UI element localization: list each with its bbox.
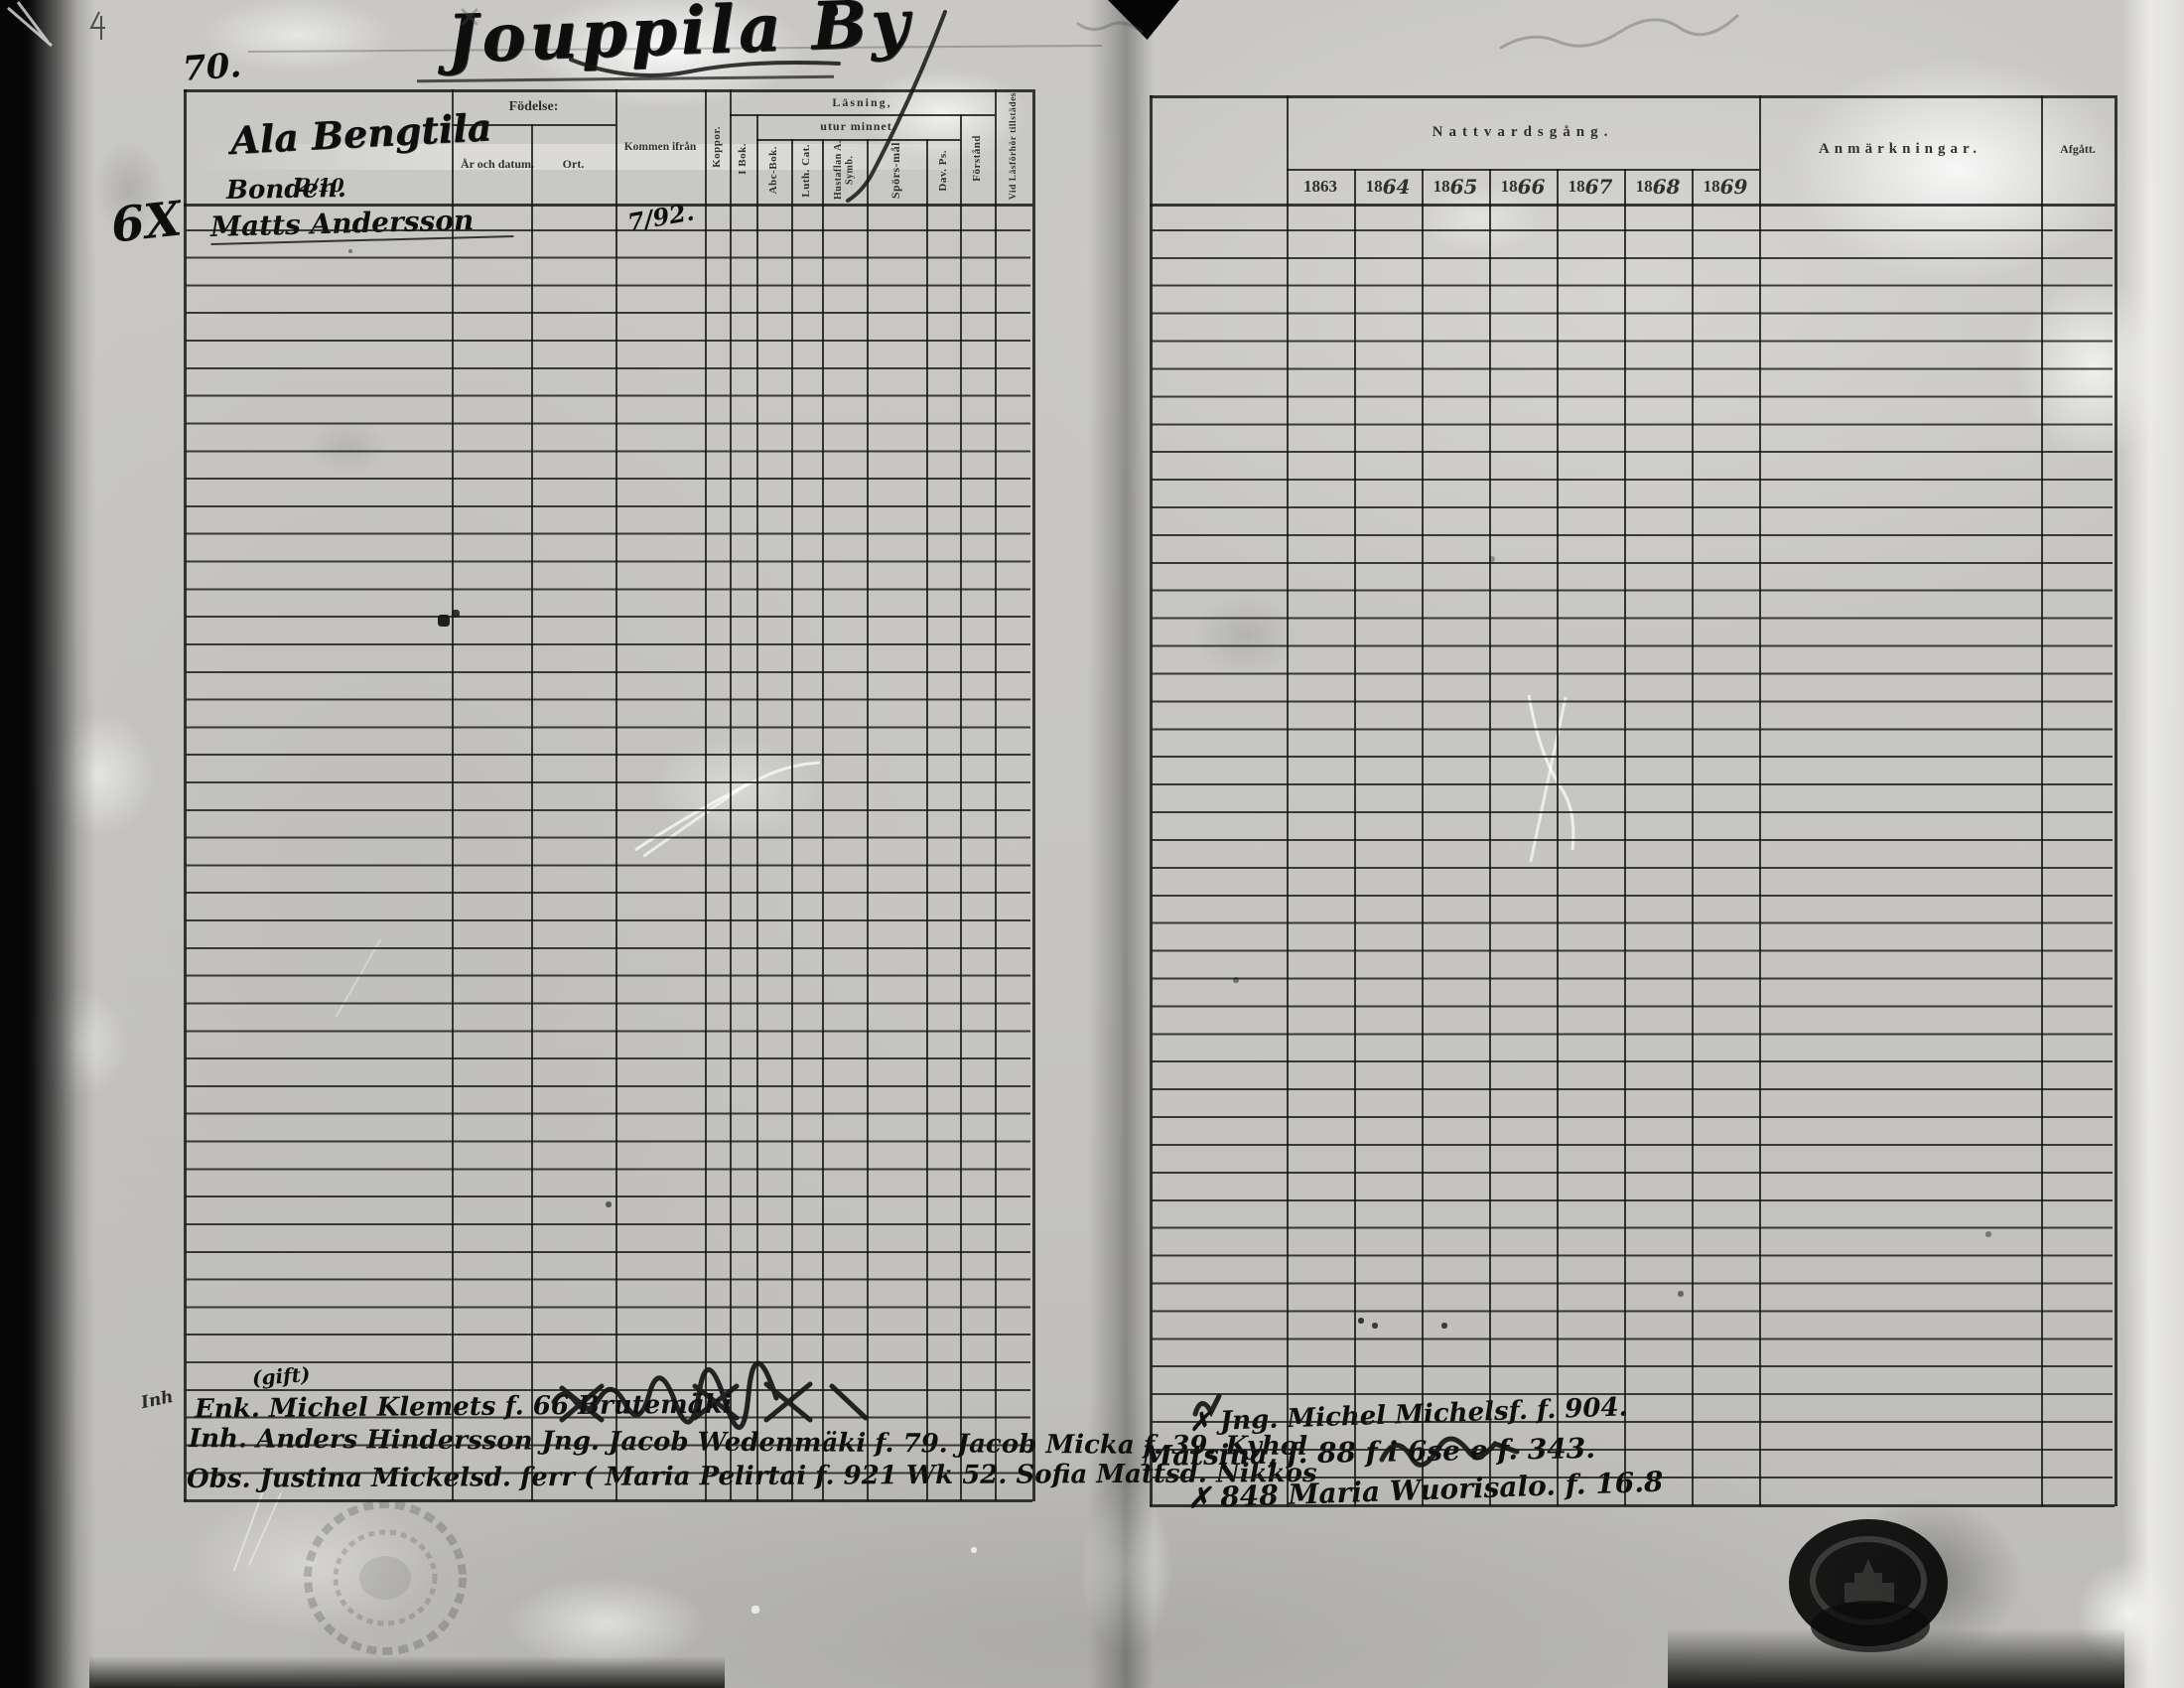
grid-line	[1287, 95, 1289, 1506]
year-prefix: 18	[1568, 176, 1585, 196]
grid-line	[184, 89, 187, 1501]
page-fold-shadow	[1088, 0, 1154, 1688]
year-cell-1865: 18 65	[1422, 169, 1489, 204]
header-anmarkningar: Anmärkningar.	[1759, 95, 2041, 204]
year-cell-1864: 18 64	[1354, 169, 1422, 204]
year-suffix: 67	[1584, 174, 1613, 199]
grid-line	[960, 114, 962, 1501]
grid-line	[756, 114, 758, 1501]
faint-round-stamp-icon	[304, 1500, 467, 1655]
header-nattvardsgang: Nattvardsgång.	[1287, 97, 1759, 167]
header-ort-label: Ort.	[562, 156, 585, 171]
year-prefix: 18	[1433, 176, 1450, 196]
year-prefix: 18	[1703, 176, 1720, 196]
grid-line	[2041, 95, 2043, 1506]
year-suffix: 68	[1652, 174, 1681, 199]
year-prefix: 18	[1365, 176, 1383, 196]
grid-line	[1489, 169, 1491, 1506]
grid-line	[1150, 95, 1153, 1506]
grid-line	[452, 124, 615, 126]
year-cell-1868: 18 68	[1624, 169, 1692, 204]
page-edge	[2122, 0, 2184, 1688]
grid-line	[1354, 169, 1356, 1506]
grid-line	[867, 139, 869, 1501]
year-cell-1863: 18 63	[1287, 169, 1354, 204]
year-suffix: 69	[1719, 174, 1748, 199]
grid-line	[2115, 95, 2117, 1506]
header-nattvardsgang-label: Nattvardsgång.	[1432, 123, 1614, 140]
year-cell-1869: 18 69	[1692, 169, 1759, 204]
year-suffix: 63	[1320, 176, 1337, 196]
grid-line	[995, 89, 997, 1501]
grid-line	[1557, 169, 1559, 1506]
grid-line	[1692, 169, 1694, 1506]
year-prefix: 18	[1635, 176, 1653, 196]
grid-line	[184, 89, 1032, 92]
dark-seal-stamp-icon	[1789, 1519, 1948, 1652]
grid-line	[822, 139, 824, 1501]
year-cell-1867: 18 67	[1557, 169, 1624, 204]
grid-line	[1624, 169, 1626, 1506]
header-utur-minnet-label: utur minnet.	[820, 119, 896, 133]
grid-line	[791, 139, 793, 1501]
grid-line	[531, 124, 533, 1501]
header-anmarkningar-label: Anmärkningar.	[1818, 141, 1982, 157]
grid-line	[615, 89, 617, 1501]
grid-line	[730, 89, 732, 1501]
year-suffix: 66	[1517, 174, 1546, 199]
header-ort: Ort.	[531, 126, 615, 202]
farm-fraction: 2/10	[298, 175, 344, 197]
grid-line	[1032, 89, 1035, 1501]
header-afgatt-label: Afgått.	[2060, 142, 2096, 156]
header-lasning: Läsning,	[730, 91, 995, 114]
grid-line	[730, 114, 995, 116]
header-fodelse-label: Födelse:	[508, 99, 559, 114]
grid-line	[1150, 204, 2115, 207]
header-lasning-label: Läsning,	[832, 95, 892, 109]
year-cell-1866: 18 66	[1489, 169, 1557, 204]
year-prefix: 18	[1303, 176, 1320, 196]
grid-line	[1422, 169, 1424, 1506]
grid-line	[184, 204, 1032, 207]
header-afgatt: Afgått.	[2041, 95, 2115, 204]
grid-line	[1287, 169, 1759, 171]
grid-line	[705, 89, 707, 1501]
grid-line	[756, 139, 960, 141]
grid-line	[452, 89, 454, 1501]
year-suffix: 65	[1449, 174, 1478, 199]
grid-line	[1150, 1504, 2115, 1507]
year-prefix: 18	[1500, 176, 1518, 196]
year-suffix: 64	[1382, 174, 1411, 199]
header-kommen-ifran: Kommen ifrån	[615, 91, 705, 202]
bottom-shadow	[89, 1656, 725, 1688]
book-edge	[0, 0, 95, 1688]
grid-line	[1150, 95, 2115, 98]
grid-line	[184, 1499, 1032, 1502]
header-kommen-label: Kommen ifrån	[623, 140, 697, 153]
header-utur-minnet: utur minnet.	[756, 115, 960, 138]
grid-line	[1759, 95, 1761, 1506]
header-fodelse: Födelse:	[452, 91, 615, 123]
grid-line	[926, 139, 928, 1501]
header-ar-label: År och datum.	[460, 156, 535, 171]
header-ar-och-datum: År och datum.	[452, 126, 543, 202]
